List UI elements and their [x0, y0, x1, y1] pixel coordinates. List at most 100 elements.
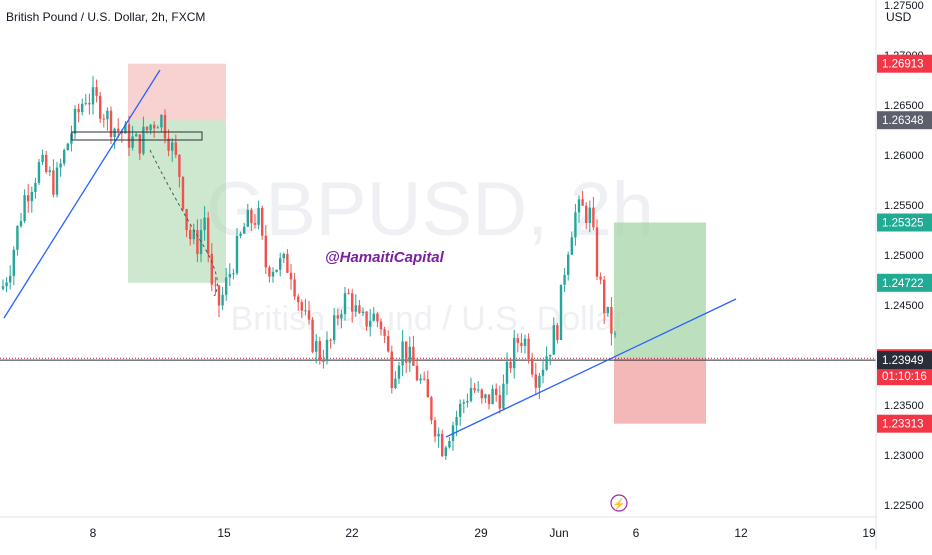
projection-path [149, 149, 218, 297]
candle-body [387, 336, 390, 352]
candle-body [102, 118, 105, 120]
candle-body [178, 154, 181, 177]
candle-body [610, 306, 613, 334]
trendline-early-support[interactable] [3, 69, 161, 319]
candle-body [23, 195, 26, 222]
candle-body [606, 306, 609, 314]
candle-body [311, 319, 314, 352]
candle-body [77, 108, 80, 113]
x-tick-label: 19 [862, 526, 876, 540]
candle-body [109, 110, 113, 138]
price-label-text: 1.26913 [882, 59, 924, 71]
x-tick-label: 8 [90, 526, 97, 540]
candle-body [495, 388, 498, 396]
candle-body [487, 394, 491, 405]
candle-body [333, 315, 336, 341]
candle-body [307, 310, 311, 320]
y-tick-label: 1.23000 [884, 450, 924, 462]
candle-body [588, 207, 591, 223]
candle-body [513, 338, 516, 369]
candle-body [574, 212, 577, 238]
candle-body [59, 163, 62, 168]
position-tools[interactable] [128, 63, 706, 424]
candle-body [145, 126, 149, 131]
candle-body [599, 276, 602, 280]
candle-body [570, 237, 573, 255]
candle-body [351, 293, 354, 312]
candle-body [595, 227, 599, 277]
candle-body [426, 379, 429, 398]
candle-body [81, 103, 84, 113]
candle-body [16, 226, 19, 250]
x-tick-label: 29 [474, 526, 488, 540]
candle-body [117, 128, 120, 131]
candle-body [433, 420, 437, 437]
candle-body [325, 339, 329, 362]
candle-body [300, 302, 303, 311]
candle-body [275, 269, 278, 272]
candle-body [531, 359, 534, 375]
y-tick-label: 1.25000 [884, 250, 924, 262]
trendline-rising-support[interactable] [445, 298, 737, 438]
candle-body [19, 221, 23, 227]
candle-body [127, 124, 131, 148]
candle-body [124, 124, 127, 134]
price-label-box [877, 351, 932, 370]
candle-body [585, 205, 588, 223]
candle-body [491, 388, 494, 405]
candle-body [520, 342, 523, 346]
candle-body [315, 341, 318, 352]
candle-body [153, 124, 156, 129]
candle-body [444, 447, 447, 457]
candle-body [185, 209, 188, 230]
candle-body [455, 416, 458, 426]
candle-body [477, 389, 480, 391]
candle-body [1, 286, 5, 289]
candle-body [343, 293, 347, 315]
candle-body [34, 182, 37, 193]
candle-body [171, 142, 174, 151]
candle-body [113, 128, 116, 138]
candle-body [196, 230, 199, 255]
candle-body [423, 378, 426, 380]
candle-body [401, 341, 404, 366]
price-label-text: 1.23313 [882, 419, 924, 431]
candle-body [502, 383, 505, 409]
price-axis[interactable]: USD 1.275001.270001.265001.260001.255001… [875, 0, 932, 550]
candle-body [516, 338, 519, 343]
candle-body [282, 253, 285, 259]
candle-body [91, 87, 95, 105]
candle-body [498, 395, 501, 409]
candle-body [567, 254, 570, 275]
trendlines[interactable] [3, 69, 737, 438]
time-axis[interactable]: 8 15 22 29 Jun 6 12 19 [0, 516, 876, 540]
candle-body [354, 305, 357, 312]
candle-body [73, 108, 77, 134]
candle-body [192, 230, 195, 240]
candle-body [577, 199, 581, 213]
candle-body [358, 305, 361, 314]
candle-body [376, 313, 379, 322]
svg-text:⚡: ⚡ [612, 498, 626, 511]
candle-body [469, 388, 473, 402]
candle-body [167, 138, 170, 151]
candle-body [361, 311, 365, 314]
price-label-box [877, 273, 932, 292]
range-box[interactable] [71, 131, 203, 141]
y-tick-label: 1.23500 [884, 400, 924, 412]
candle-body [138, 134, 141, 154]
price-label-text: 1.25325 [882, 218, 924, 230]
candle-body [459, 403, 462, 417]
candle-body [462, 402, 465, 404]
candle-body [207, 217, 210, 254]
lightning-event-icon[interactable]: ⚡ [610, 494, 628, 512]
candle-body [318, 341, 321, 361]
candle-body [484, 394, 487, 399]
candle-body [538, 375, 541, 388]
candle-body [304, 310, 307, 312]
candle-body [271, 271, 275, 277]
candle-body [217, 285, 221, 306]
candle-body [9, 275, 12, 283]
